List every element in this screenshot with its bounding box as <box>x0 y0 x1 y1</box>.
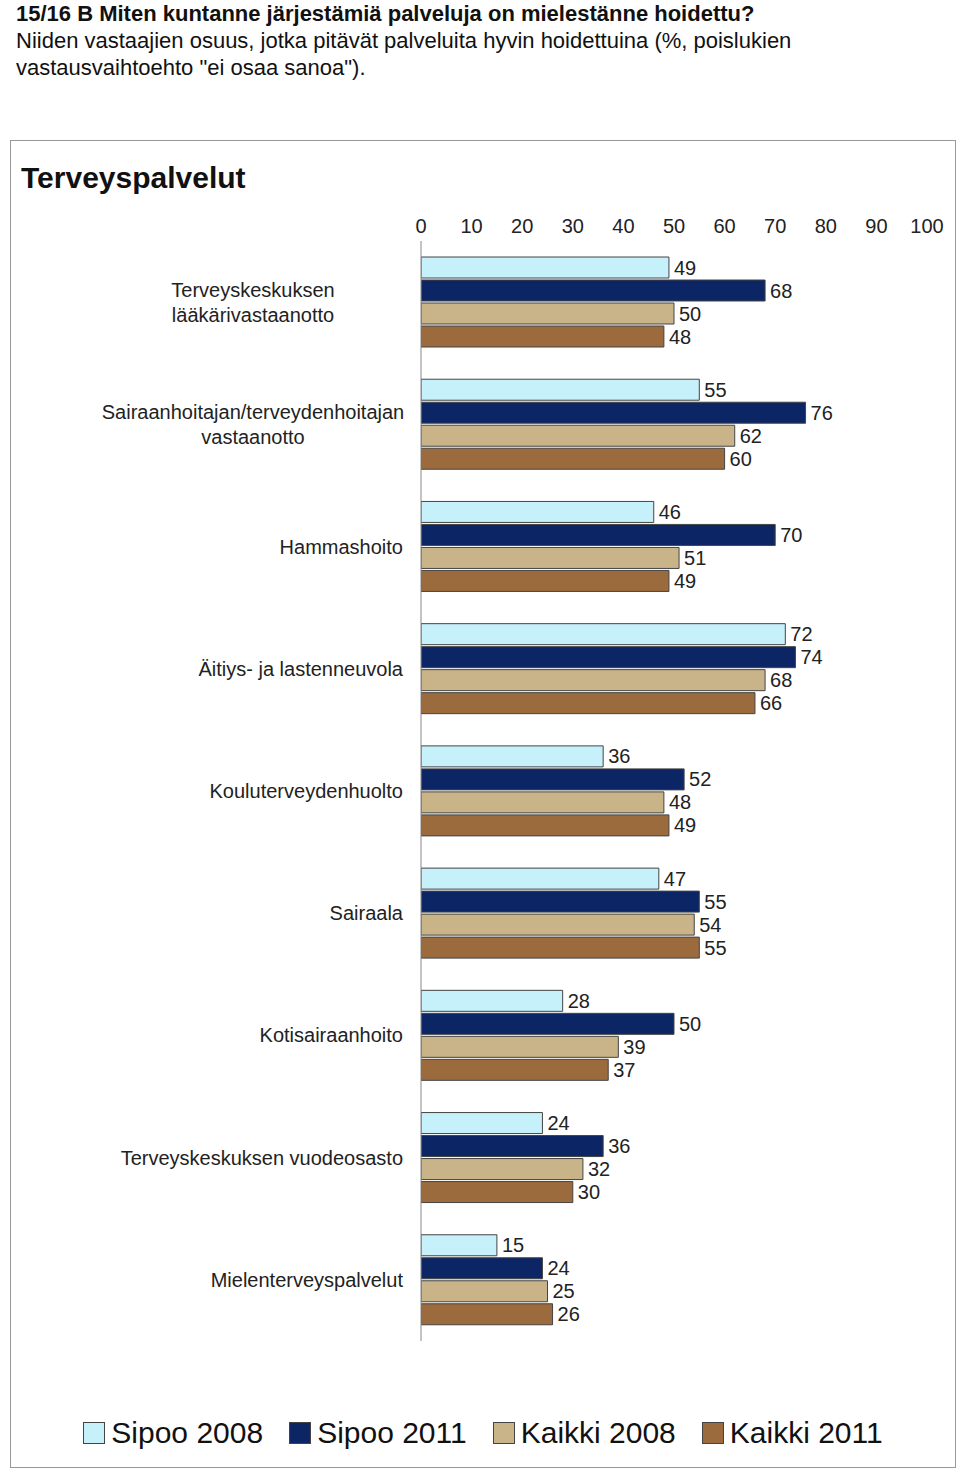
svg-text:68: 68 <box>770 669 792 691</box>
svg-text:50: 50 <box>679 303 701 325</box>
svg-text:Terveyskeskuksen: Terveyskeskuksen <box>171 279 334 301</box>
svg-text:15: 15 <box>502 1234 524 1256</box>
svg-text:70: 70 <box>764 215 786 237</box>
svg-text:lääkärivastaanotto: lääkärivastaanotto <box>172 304 334 326</box>
svg-text:30: 30 <box>578 1181 600 1203</box>
html-text:Kaikki 2008: Kaikki 2008 <box>520 1416 676 1449</box>
svg-text:36: 36 <box>608 745 630 767</box>
svg-text:51: 51 <box>684 547 706 569</box>
svg-text:47: 47 <box>664 868 686 890</box>
svg-text:55: 55 <box>704 891 726 913</box>
svg-text:72: 72 <box>790 623 812 645</box>
svg-text:26: 26 <box>558 1303 580 1325</box>
svg-text:46: 46 <box>659 501 681 523</box>
svg-text:60: 60 <box>730 448 752 470</box>
svg-text:Äitiys- ja lastenneuvola: Äitiys- ja lastenneuvola <box>198 658 403 680</box>
svg-text:70: 70 <box>780 524 802 546</box>
html-text:15/16 B Miten kuntanne järjest: 15/16 B Miten kuntanne järjestämiä palve… <box>16 1 755 26</box>
svg-text:49: 49 <box>674 570 696 592</box>
svg-text:Terveyskeskuksen vuodeosasto: Terveyskeskuksen vuodeosasto <box>121 1147 403 1169</box>
svg-text:0: 0 <box>415 215 426 237</box>
svg-text:55: 55 <box>704 937 726 959</box>
svg-text:24: 24 <box>547 1112 569 1134</box>
svg-text:30: 30 <box>562 215 584 237</box>
svg-text:Mielenterveyspalvelut: Mielenterveyspalvelut <box>211 1269 404 1291</box>
svg-text:Sairaala: Sairaala <box>330 902 404 924</box>
html-text:Terveyspalvelut: Terveyspalvelut <box>21 161 246 194</box>
svg-text:40: 40 <box>612 215 634 237</box>
svg-text:Sairaanhoitajan/terveydenhoita: Sairaanhoitajan/terveydenhoitajan <box>102 401 404 423</box>
svg-text:50: 50 <box>663 215 685 237</box>
svg-text:37: 37 <box>613 1059 635 1081</box>
svg-text:52: 52 <box>689 768 711 790</box>
svg-text:74: 74 <box>800 646 822 668</box>
svg-text:28: 28 <box>568 990 590 1012</box>
svg-text:55: 55 <box>704 379 726 401</box>
svg-text:48: 48 <box>669 791 691 813</box>
svg-text:20: 20 <box>511 215 533 237</box>
svg-text:36: 36 <box>608 1135 630 1157</box>
svg-text:48: 48 <box>669 326 691 348</box>
svg-text:25: 25 <box>553 1280 575 1302</box>
svg-text:10: 10 <box>460 215 482 237</box>
svg-text:50: 50 <box>679 1013 701 1035</box>
svg-text:80: 80 <box>815 215 837 237</box>
svg-text:Kotisairaanhoito: Kotisairaanhoito <box>260 1024 403 1046</box>
svg-text:vastaanotto: vastaanotto <box>201 426 304 448</box>
svg-text:90: 90 <box>865 215 887 237</box>
svg-text:24: 24 <box>547 1257 569 1279</box>
html-text:Sipoo 2008: Sipoo 2008 <box>111 1416 264 1449</box>
svg-text:76: 76 <box>811 402 833 424</box>
svg-text:32: 32 <box>588 1158 610 1180</box>
svg-text:Hammashoito: Hammashoito <box>280 536 403 558</box>
html-text:Sipoo 2011: Sipoo 2011 <box>317 1416 467 1449</box>
svg-text:Kouluterveydenhuolto: Kouluterveydenhuolto <box>210 780 403 802</box>
svg-text:100: 100 <box>910 215 943 237</box>
svg-text:39: 39 <box>623 1036 645 1058</box>
html-text:Kaikki 2011: Kaikki 2011 <box>729 1416 883 1449</box>
svg-text:54: 54 <box>699 914 721 936</box>
svg-text:66: 66 <box>760 692 782 714</box>
html-text:Niiden vastaajien osuus, jotka: Niiden vastaajien osuus, jotka pitävät p… <box>16 28 792 80</box>
svg-text:62: 62 <box>740 425 762 447</box>
svg-text:60: 60 <box>713 215 735 237</box>
svg-text:68: 68 <box>770 280 792 302</box>
svg-text:49: 49 <box>674 814 696 836</box>
svg-text:49: 49 <box>674 257 696 279</box>
